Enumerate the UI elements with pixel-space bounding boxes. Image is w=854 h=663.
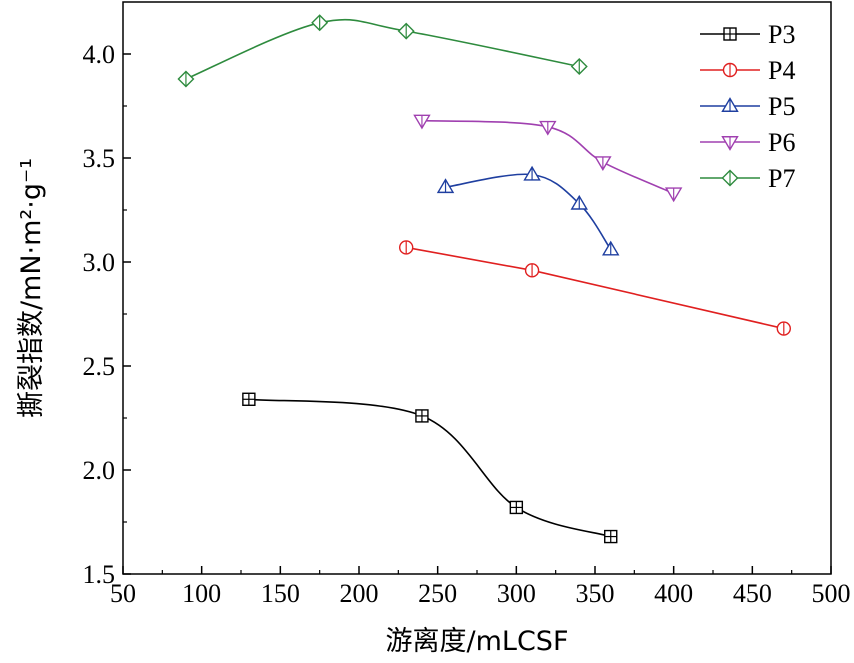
data-point-p6-0 xyxy=(413,114,431,130)
series-p3 xyxy=(242,392,618,544)
data-point-p5-0 xyxy=(436,178,455,194)
legend: P3 P4 P5 P6 P7 xyxy=(700,20,795,193)
x-tick-label: 200 xyxy=(340,579,379,608)
plot-area xyxy=(122,1,832,575)
x-tick-label: 250 xyxy=(418,579,457,608)
data-point-p4-1 xyxy=(524,263,540,278)
data-point-p5-3 xyxy=(602,240,620,256)
x-tick-label: 50 xyxy=(110,579,136,608)
data-point-legend-p4 xyxy=(722,62,738,78)
data-point-p4-2 xyxy=(776,321,791,336)
x-tick-label: 400 xyxy=(654,579,693,608)
series-line-p6 xyxy=(421,119,674,195)
legend-item-p4: P4 xyxy=(700,56,795,85)
plot-frame xyxy=(122,1,832,575)
x-tick-label: 350 xyxy=(576,579,615,608)
data-point-p6-2 xyxy=(594,156,612,172)
y-tick-label: 2.5 xyxy=(83,352,116,381)
data-point-p3-2 xyxy=(509,500,524,515)
series-line-p3 xyxy=(248,398,611,538)
legend-label: P7 xyxy=(768,164,795,193)
data-point-p3-0 xyxy=(242,392,256,406)
data-point-p7-0 xyxy=(177,70,195,88)
data-point-p7-3 xyxy=(570,57,588,75)
y-axis: 1.5 2.0 2.5 3.0 3.5 4.0 xyxy=(83,40,131,589)
y-tick-label: 3.0 xyxy=(83,248,116,277)
legend-label: P3 xyxy=(768,20,795,49)
data-point-p7-1 xyxy=(311,14,329,32)
data-point-p6-3 xyxy=(664,187,683,203)
data-point-p6-1 xyxy=(539,120,557,136)
series-line-p7 xyxy=(185,18,580,80)
x-axis: 50 100 150 200 250 300 350 400 450 500 xyxy=(110,566,851,608)
data-point-legend-p3 xyxy=(723,27,737,41)
legend-label: P4 xyxy=(768,56,795,85)
data-point-p3-1 xyxy=(415,409,429,423)
x-tick-label: 150 xyxy=(261,579,300,608)
x-axis-label: 游离度/mLCSF xyxy=(386,626,569,657)
series-p4 xyxy=(399,240,791,336)
legend-label: P5 xyxy=(768,92,795,121)
y-tick-label: 1.5 xyxy=(83,560,116,589)
data-point-p7-2 xyxy=(397,22,415,40)
x-tick-label: 100 xyxy=(182,579,221,608)
legend-item-p5: P5 xyxy=(700,92,795,121)
series-p6 xyxy=(413,114,683,203)
legend-item-p6: P6 xyxy=(700,128,795,157)
y-tick-label: 2.0 xyxy=(83,456,116,485)
legend-item-p7: P7 xyxy=(700,164,795,193)
series-p7 xyxy=(177,14,588,88)
y-tick-label: 4.0 xyxy=(83,40,116,69)
series-p5 xyxy=(436,165,620,256)
data-point-p4-0 xyxy=(399,240,414,255)
series-line-p4 xyxy=(406,246,784,330)
legend-label: P6 xyxy=(768,128,795,157)
x-tick-label: 500 xyxy=(812,579,851,608)
legend-item-p3: P3 xyxy=(700,20,795,49)
data-point-p5-2 xyxy=(570,194,588,210)
y-axis-label: 撕裂指数/mN·m²·g⁻¹ xyxy=(16,158,47,418)
data-point-legend-p6 xyxy=(721,136,739,151)
data-point-p3-3 xyxy=(604,529,618,544)
y-tick-label: 3.5 xyxy=(83,144,116,173)
data-point-legend-p5 xyxy=(721,97,739,112)
data-point-p5-1 xyxy=(523,165,541,181)
data-point-legend-p7 xyxy=(721,169,739,187)
x-tick-label: 300 xyxy=(497,579,536,608)
series-line-p5 xyxy=(445,173,612,250)
x-tick-label: 450 xyxy=(733,579,772,608)
